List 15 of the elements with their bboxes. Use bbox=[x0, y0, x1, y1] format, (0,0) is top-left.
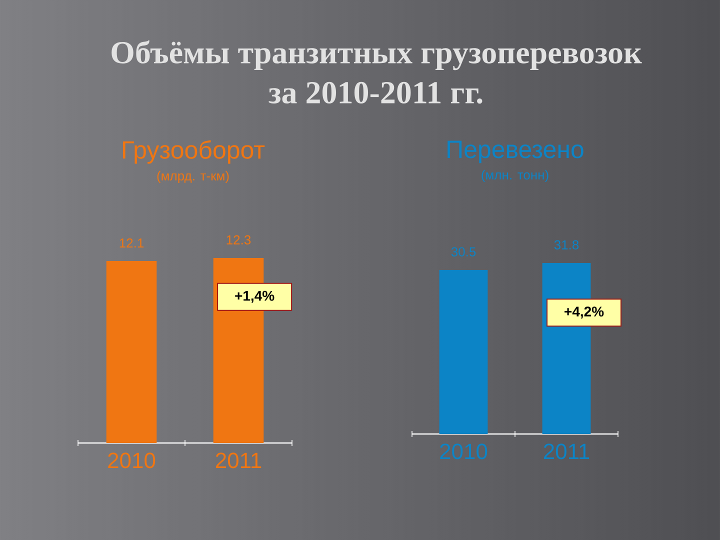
x-tick-label: 2010 bbox=[440, 444, 488, 460]
chart-title: Перевезено bbox=[448, 140, 584, 164]
annotation: +4,2% bbox=[564, 306, 604, 319]
x-tick-label: 2011 bbox=[216, 452, 262, 468]
chart-subtitle: (млн. тонн) bbox=[482, 170, 548, 182]
data-label: 12.1 bbox=[120, 238, 144, 248]
data-label: 30.5 bbox=[451, 247, 476, 256]
text: Объёмы транзитных грузоперевозок за 2010-2011 гг. bbox=[112, 40, 642, 104]
data-label: 12.3 bbox=[226, 235, 251, 244]
chart-subtitle: (млрд. т-км) bbox=[157, 170, 229, 184]
x-tick-label: 2011 bbox=[544, 444, 590, 460]
annotation: +1,4% bbox=[235, 290, 274, 303]
data-label: 31.8 bbox=[554, 240, 579, 250]
x-tick-label: 2010 bbox=[108, 452, 156, 468]
chart-title: Грузооборот bbox=[122, 140, 265, 164]
